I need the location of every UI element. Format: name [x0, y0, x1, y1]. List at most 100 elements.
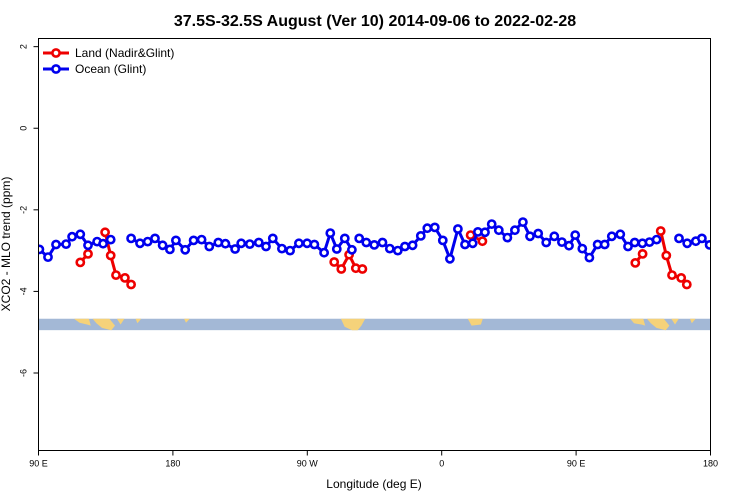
data-point	[651, 234, 662, 245]
data-point	[253, 237, 264, 248]
land-shape	[467, 318, 483, 326]
data-point	[676, 272, 687, 283]
x-tick-label: 180	[165, 459, 180, 469]
data-point	[293, 238, 304, 249]
data-point	[164, 244, 175, 255]
data-point	[541, 237, 552, 248]
data-point	[525, 231, 535, 242]
data-point	[302, 238, 312, 249]
plot-area	[38, 217, 711, 290]
data-point	[196, 234, 207, 245]
data-point	[486, 219, 497, 229]
data-point	[261, 241, 271, 252]
data-point	[637, 248, 648, 259]
legend-label: Ocean (Glint)	[75, 62, 146, 76]
data-point	[407, 240, 418, 251]
x-tick-label: 90 E	[29, 459, 48, 469]
data-point	[570, 230, 581, 240]
y-tick-label: -2	[19, 206, 29, 214]
data-point	[135, 238, 145, 249]
land-shape	[690, 318, 696, 324]
data-point	[674, 233, 684, 244]
legend-marker	[51, 64, 61, 74]
y-axis: 2 0 -2 -4 -6	[19, 44, 39, 377]
data-point	[126, 279, 137, 290]
data-point	[61, 239, 71, 249]
x-tick-label: 90 W	[297, 459, 319, 469]
data-point	[170, 235, 181, 246]
data-point	[67, 231, 77, 242]
data-point	[460, 239, 470, 250]
series-land	[75, 226, 692, 290]
data-point	[105, 250, 116, 261]
y-tick-label: 0	[19, 126, 29, 131]
land-shape	[671, 318, 679, 325]
data-point	[584, 252, 595, 263]
y-tick-label: -6	[19, 369, 29, 377]
data-point	[477, 236, 488, 247]
data-point	[285, 245, 295, 256]
data-point	[309, 239, 320, 250]
chart-title: 37.5S-32.5S August (Ver 10) 2014-09-06 t…	[174, 13, 576, 30]
data-point	[630, 257, 641, 268]
x-axis-label: Longitude (deg E)	[326, 477, 421, 491]
data-point	[354, 233, 365, 244]
data-point	[564, 240, 574, 251]
data-point	[369, 239, 380, 250]
data-point	[276, 243, 287, 254]
data-point	[429, 222, 440, 233]
legend-marker	[51, 48, 61, 58]
data-point	[111, 270, 121, 280]
data-point	[357, 264, 368, 274]
x-axis: 90 E 180 90 W 0 90 E 180	[29, 450, 718, 469]
data-point	[606, 231, 617, 242]
data-point	[329, 257, 340, 267]
data-point	[43, 252, 53, 262]
data-point	[629, 237, 640, 248]
data-point	[384, 243, 395, 254]
data-point	[267, 233, 278, 244]
x-tick-label: 0	[439, 459, 444, 469]
y-tick-label: -4	[19, 287, 29, 295]
series-ocean	[38, 217, 711, 264]
data-point	[655, 226, 666, 236]
data-point	[467, 238, 478, 249]
data-point	[667, 270, 677, 280]
data-point	[98, 238, 108, 249]
x-tick-label: 180	[703, 459, 718, 469]
data-point	[83, 240, 93, 251]
data-point	[704, 240, 711, 250]
land-shape	[116, 318, 125, 325]
data-point	[236, 238, 247, 249]
data-point	[549, 231, 560, 242]
data-point	[346, 244, 357, 255]
data-point	[697, 233, 707, 244]
data-point	[377, 237, 388, 248]
ocean-band	[38, 318, 711, 331]
y-tick-label: 2	[19, 44, 29, 49]
data-point	[518, 217, 528, 227]
x-tick-label: 90 E	[567, 459, 586, 469]
data-point	[105, 234, 116, 245]
data-point	[150, 233, 160, 244]
data-point	[682, 238, 693, 249]
data-point	[557, 237, 567, 247]
data-point	[83, 248, 93, 259]
data-point	[452, 224, 463, 234]
data-point	[415, 230, 426, 241]
data-point	[336, 264, 347, 274]
land-shape	[74, 318, 91, 326]
data-point	[75, 257, 86, 268]
data-point	[361, 237, 372, 248]
plot-frame	[38, 38, 711, 451]
map-strip	[38, 318, 711, 331]
legend-label: Land (Nadir&Glint)	[75, 46, 174, 60]
land-shape	[630, 318, 646, 326]
data-point	[615, 229, 626, 240]
data-point	[319, 247, 329, 258]
data-point	[339, 233, 350, 244]
data-point	[437, 235, 448, 246]
data-point	[38, 244, 45, 255]
legend-item: Ocean (Glint)	[43, 62, 146, 76]
